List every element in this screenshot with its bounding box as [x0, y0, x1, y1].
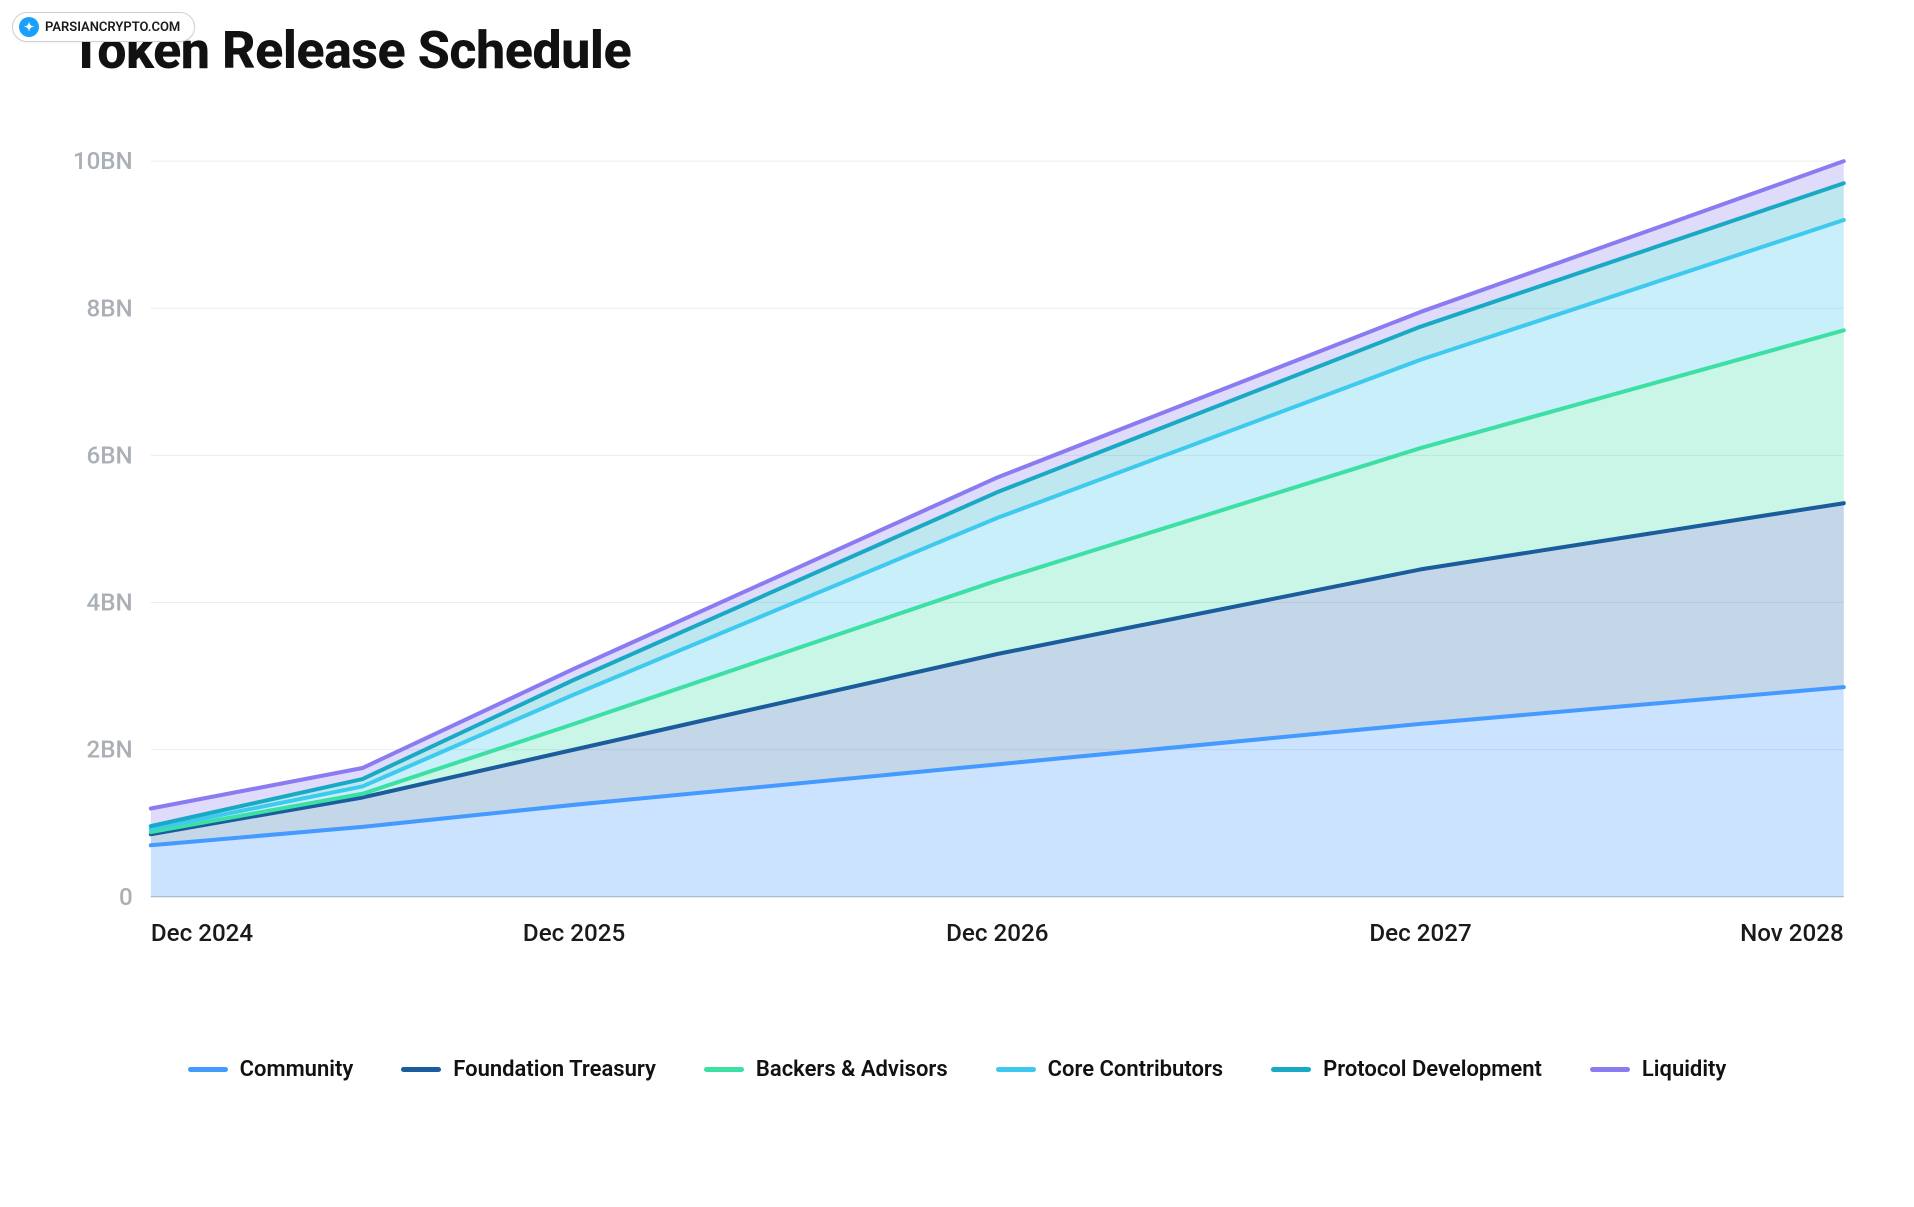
legend-label: Core Contributors	[1048, 1057, 1223, 1082]
legend-label: Community	[240, 1057, 354, 1082]
chart-legend: Community Foundation Treasury Backers & Ad…	[40, 1057, 1874, 1122]
y-tick-label: 2BN	[87, 736, 133, 764]
legend-item-protocol-development: Protocol Development	[1271, 1057, 1542, 1082]
y-tick-label: 8BN	[87, 294, 133, 322]
legend-item-foundation-treasury: Foundation Treasury	[401, 1057, 656, 1082]
watermark-badge: ✦ PARSIANCRYPTO.COM	[12, 12, 195, 42]
x-tick-label: Dec 2027	[1369, 919, 1471, 947]
legend-label: Backers & Advisors	[756, 1057, 948, 1082]
token-release-chart: 0 2BN 4BN 6BN 8BN 10BN Dec 2024 Dec 2025 Dec 202…	[40, 141, 1874, 967]
chart-title: Token Release Schedule	[70, 20, 1874, 81]
y-tick-label: 0	[119, 883, 133, 911]
watermark-text: PARSIANCRYPTO.COM	[45, 20, 180, 35]
legend-item-community: Community	[188, 1057, 354, 1082]
x-tick-label: Dec 2024	[151, 919, 254, 947]
legend-label: Liquidity	[1642, 1057, 1726, 1082]
legend-swatch	[1590, 1067, 1630, 1072]
watermark-icon: ✦	[19, 17, 39, 37]
y-tick-label: 10BN	[73, 147, 133, 175]
legend-label: Protocol Development	[1323, 1057, 1542, 1082]
legend-item-backers-advisors: Backers & Advisors	[704, 1057, 948, 1082]
chart-svg: 0 2BN 4BN 6BN 8BN 10BN Dec 2024 Dec 2025 Dec 202…	[40, 141, 1874, 967]
legend-item-liquidity: Liquidity	[1590, 1057, 1726, 1082]
legend-swatch	[1271, 1067, 1311, 1072]
y-tick-label: 4BN	[87, 589, 133, 617]
legend-swatch	[704, 1067, 744, 1072]
y-tick-label: 6BN	[87, 441, 133, 469]
legend-label: Foundation Treasury	[453, 1057, 656, 1082]
x-tick-label: Dec 2026	[946, 919, 1048, 947]
legend-swatch	[188, 1067, 228, 1072]
legend-item-core-contributors: Core Contributors	[996, 1057, 1223, 1082]
x-tick-label: Nov 2028	[1740, 919, 1844, 947]
legend-swatch	[401, 1067, 441, 1072]
x-tick-label: Dec 2025	[523, 919, 625, 947]
legend-swatch	[996, 1067, 1036, 1072]
